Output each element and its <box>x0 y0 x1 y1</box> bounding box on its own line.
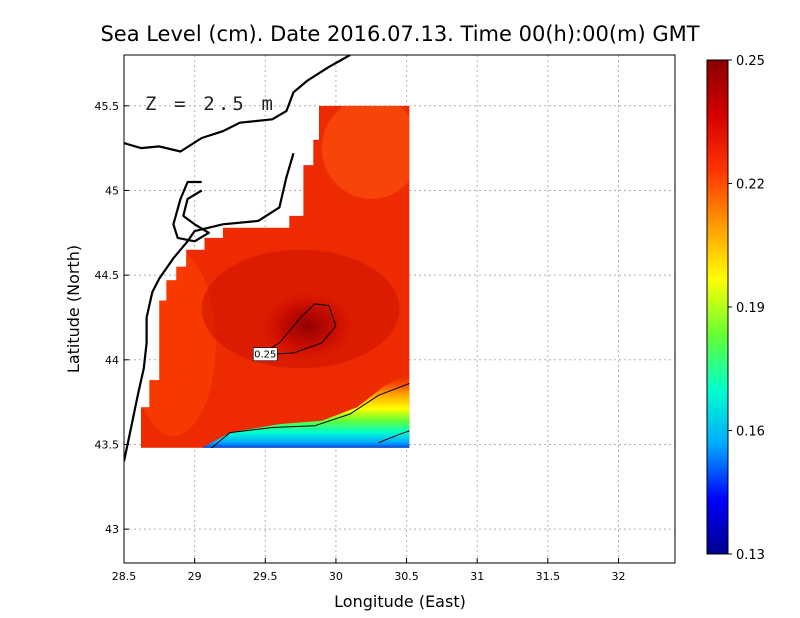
y-axis-label: Latitude (North) <box>64 245 83 373</box>
y-tick-label: 45 <box>105 184 119 197</box>
contour-line-south <box>211 383 410 449</box>
colorbar-tick-label: 0.25 <box>736 54 765 69</box>
depth-annotation: Z = 2.5 m <box>145 93 273 115</box>
contour-label-text: 0.25 <box>254 350 276 361</box>
y-tick-label: 44 <box>105 354 119 367</box>
x-tick-label: 29 <box>188 570 202 583</box>
contour-label: 0.25 <box>252 347 278 362</box>
x-tick-label: 28.5 <box>112 570 137 583</box>
colorbar-tick-label: 0.16 <box>736 425 765 440</box>
y-tick-label: 43 <box>105 523 119 536</box>
x-tick-label: 29.5 <box>253 570 278 583</box>
x-axis-label: Longitude (East) <box>334 592 466 611</box>
colorbar-tick-label: 0.22 <box>736 178 765 193</box>
colorbar <box>706 59 729 555</box>
field-west-band <box>141 249 216 436</box>
x-tick-label: 31.5 <box>536 570 561 583</box>
x-tick-label: 32 <box>611 570 625 583</box>
x-tick-label: 30.5 <box>394 570 419 583</box>
y-axis-ticks: 43 43.5 44 44.5 45 45.5 <box>95 100 129 536</box>
contour-line-south-2 <box>378 430 410 444</box>
y-tick-label: 43.5 <box>95 438 120 451</box>
chart-title: Sea Level (cm). Date 2016.07.13. Time 00… <box>100 22 699 46</box>
contour-label-box <box>252 347 278 362</box>
colorbar-tick-label: 0.19 <box>736 301 765 316</box>
coastline <box>124 55 351 153</box>
x-tick-label: 31 <box>470 570 484 583</box>
contour-line-0.25 <box>257 303 337 356</box>
y-tick-label: 45.5 <box>95 100 120 113</box>
plot-frame <box>123 54 676 564</box>
sea-level-field <box>124 55 410 462</box>
colorbar-ticks: 0.13 0.16 0.19 0.22 0.25 <box>728 54 765 563</box>
coastline-lake <box>172 180 210 243</box>
x-axis-ticks: 28.5 29 29.5 30 30.5 31 31.5 32 <box>112 558 625 583</box>
field-northeast-patch <box>321 105 410 199</box>
colorbar-tick-label: 0.13 <box>736 548 765 563</box>
coastline-inland <box>124 152 295 462</box>
x-tick-label: 30 <box>329 570 343 583</box>
y-tick-label: 44.5 <box>95 269 120 282</box>
